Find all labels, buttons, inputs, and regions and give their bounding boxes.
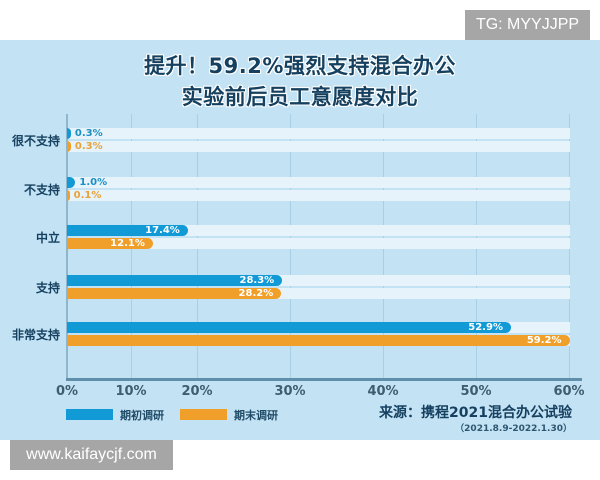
- bar-value-label: 52.9%: [468, 322, 503, 333]
- bar-value-label: 28.3%: [239, 275, 275, 286]
- bar-final: [67, 334, 570, 346]
- x-tick-label: 60%: [553, 384, 585, 399]
- bar-track: [67, 287, 570, 299]
- bar-final: [67, 237, 153, 249]
- bar-initial: [67, 275, 283, 286]
- bar-final: [67, 189, 70, 201]
- x-axis-line: [66, 378, 582, 381]
- bar-initial: [67, 225, 188, 236]
- bar-track: [67, 275, 570, 286]
- category-label: 支持: [35, 281, 60, 295]
- bar-track: [67, 128, 570, 139]
- x-tick-label: 0%: [55, 384, 79, 399]
- x-tick-label: 20%: [181, 384, 213, 399]
- bar-initial: [67, 128, 71, 139]
- bar-final: [67, 287, 282, 299]
- chart-title: 提升！59.2%强烈支持混合办公: [144, 54, 456, 78]
- plot-area: 0% 10% 20% 30% 40% 50% 60% 很不支持 0.3% 0.3% 不支持 1.0% 0…: [0, 40, 600, 440]
- legend-label-final: 期末调研: [234, 409, 278, 422]
- bar-value-label: 0.3%: [74, 140, 103, 152]
- category-label: 很不支持: [11, 134, 60, 148]
- x-tick-label: 40%: [367, 384, 399, 399]
- x-tick-label: 50%: [460, 384, 492, 399]
- bar-value-label: 12.1%: [110, 237, 145, 249]
- category-label: 非常支持: [11, 328, 60, 342]
- x-tick-label: 30%: [274, 384, 306, 399]
- bar-value-label: 1.0%: [79, 177, 108, 188]
- bar-initial: [67, 322, 511, 333]
- bar-final: [67, 140, 71, 152]
- source-note: 来源：携程2021混合办公试验: [379, 405, 572, 421]
- category-label: 中立: [35, 231, 60, 245]
- bar-value-label: 59.2%: [526, 334, 562, 346]
- bar-track: [67, 189, 570, 201]
- tg-watermark: TG: MYYJJPP: [465, 10, 590, 40]
- bar-value-label: 17.4%: [145, 225, 180, 236]
- site-watermark: www.kaifaycjf.com: [10, 440, 173, 470]
- legend-swatch-final: [180, 409, 227, 420]
- bar-value-label: 28.2%: [238, 287, 274, 299]
- bar-value-label: 0.3%: [74, 128, 103, 139]
- legend-swatch-initial: [66, 409, 113, 420]
- source-date: （2021.8.9-2022.1.30）: [455, 424, 572, 434]
- chart-panel: 提升！59.2%强烈支持混合办公 实验前后员工意愿度对比 0% 10% 20% 30%…: [0, 40, 600, 440]
- bar-track: [67, 177, 570, 188]
- x-tick-label: 10%: [115, 384, 147, 399]
- bar-track: [67, 225, 570, 236]
- bar-value-label: 0.1%: [73, 189, 102, 201]
- bar-initial: [67, 177, 76, 188]
- bar-track: [67, 140, 570, 152]
- chart-subtitle: 实验前后员工意愿度对比: [181, 85, 419, 109]
- bar-track: [67, 237, 570, 249]
- legend-label-initial: 期初调研: [120, 409, 164, 422]
- category-label: 不支持: [23, 183, 60, 197]
